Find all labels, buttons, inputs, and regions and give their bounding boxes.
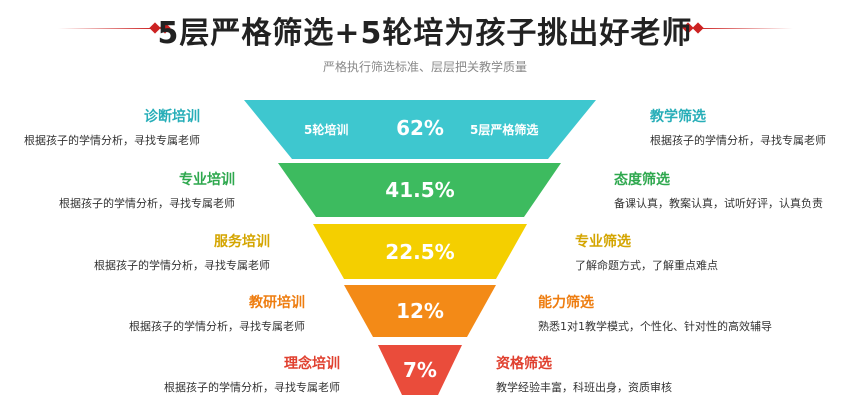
title-decoration-left-line <box>58 28 153 29</box>
right-item-2: 态度筛选 备课认真，教案认真，试听好评，认真负责 <box>614 169 823 211</box>
page-subtitle: 严格执行筛选标准、层层把关教学质量 <box>322 60 527 74</box>
left-item-2: 专业培训 根据孩子的学情分析，寻找专属老师 <box>59 169 235 211</box>
funnel-layer-3 <box>313 224 527 279</box>
right-item-desc: 根据孩子的学情分析，寻找专属老师 <box>650 134 826 147</box>
funnel-layer-3-percent: 22.5% <box>385 240 455 264</box>
right-item-1: 教学筛选 根据孩子的学情分析，寻找专属老师 <box>650 106 826 148</box>
left-item-3: 服务培训 根据孩子的学情分析，寻找专属老师 <box>94 231 270 273</box>
right-item-title: 能力筛选 <box>538 295 594 311</box>
right-item-title: 态度筛选 <box>614 172 670 188</box>
right-item-title: 资格筛选 <box>496 356 552 372</box>
funnel-layer-2-percent: 41.5% <box>385 178 455 202</box>
left-item-1: 诊断培训 根据孩子的学情分析，寻找专属老师 <box>24 106 200 148</box>
page-title: 5层严格筛选+5轮培为孩子挑出好老师 <box>157 16 693 51</box>
funnel-layer-5 <box>378 345 462 395</box>
left-item-desc: 根据孩子的学情分析，寻找专属老师 <box>94 259 270 272</box>
left-item-desc: 根据孩子的学情分析，寻找专属老师 <box>24 134 200 147</box>
right-item-3: 专业筛选 了解命题方式，了解重点难点 <box>575 231 718 273</box>
left-item-title: 服务培训 <box>214 234 270 250</box>
funnel-layer-4-percent: 12% <box>396 299 444 323</box>
right-item-desc: 了解命题方式，了解重点难点 <box>575 259 718 272</box>
left-item-5: 理念培训 根据孩子的学情分析，寻找专属老师 <box>164 353 340 395</box>
funnel-layer-5-percent: 7% <box>403 358 437 382</box>
left-item-desc: 根据孩子的学情分析，寻找专属老师 <box>59 197 235 210</box>
funnel-top-left-label: 5轮培训 <box>304 123 349 137</box>
left-item-title: 教研培训 <box>249 295 305 311</box>
right-item-desc: 教学经验丰富，科班出身，资质审核 <box>496 381 672 394</box>
right-item-title: 专业筛选 <box>575 234 631 250</box>
funnel-layer-4 <box>344 285 496 337</box>
left-item-title: 理念培训 <box>284 356 340 372</box>
left-item-title: 专业培训 <box>179 172 235 188</box>
right-item-desc: 备课认真，教案认真，试听好评，认真负责 <box>614 197 823 210</box>
left-item-4: 教研培训 根据孩子的学情分析，寻找专属老师 <box>129 292 305 334</box>
funnel-layer-1-percent: 62% <box>396 116 444 140</box>
left-item-desc: 根据孩子的学情分析，寻找专属老师 <box>129 320 305 333</box>
left-item-title: 诊断培训 <box>144 109 200 125</box>
funnel-layer-2 <box>278 163 561 217</box>
title-decoration-right-line <box>698 28 793 29</box>
right-item-desc: 熟悉1对1教学模式，个性化、针对性的高效辅导 <box>538 320 772 333</box>
right-item-4: 能力筛选 熟悉1对1教学模式，个性化、针对性的高效辅导 <box>538 292 772 334</box>
left-item-desc: 根据孩子的学情分析，寻找专属老师 <box>164 381 340 394</box>
funnel-top-right-label: 5层严格筛选 <box>470 123 539 137</box>
funnel-layer-1 <box>244 100 596 159</box>
right-item-5: 资格筛选 教学经验丰富，科班出身，资质审核 <box>496 353 672 395</box>
right-item-title: 教学筛选 <box>650 109 706 125</box>
